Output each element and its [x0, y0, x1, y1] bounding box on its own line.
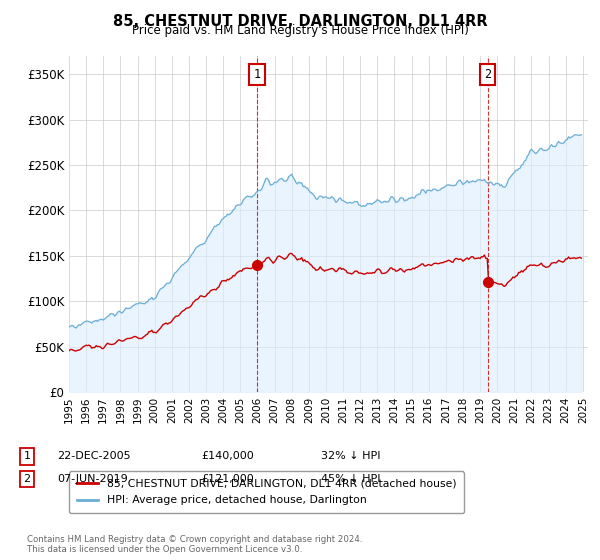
- Text: 32% ↓ HPI: 32% ↓ HPI: [321, 451, 380, 461]
- Text: 85, CHESTNUT DRIVE, DARLINGTON, DL1 4RR: 85, CHESTNUT DRIVE, DARLINGTON, DL1 4RR: [113, 14, 487, 29]
- Text: 22-DEC-2005: 22-DEC-2005: [57, 451, 131, 461]
- Text: 1: 1: [23, 451, 31, 461]
- Text: £140,000: £140,000: [201, 451, 254, 461]
- Text: 1: 1: [253, 68, 260, 81]
- Text: 07-JUN-2019: 07-JUN-2019: [57, 474, 128, 484]
- Legend: 85, CHESTNUT DRIVE, DARLINGTON, DL1 4RR (detached house), HPI: Average price, de: 85, CHESTNUT DRIVE, DARLINGTON, DL1 4RR …: [69, 472, 464, 513]
- Text: 2: 2: [23, 474, 31, 484]
- Text: £121,000: £121,000: [201, 474, 254, 484]
- Text: Contains HM Land Registry data © Crown copyright and database right 2024.
This d: Contains HM Land Registry data © Crown c…: [27, 535, 362, 554]
- Text: Price paid vs. HM Land Registry's House Price Index (HPI): Price paid vs. HM Land Registry's House …: [131, 24, 469, 37]
- Text: 2: 2: [484, 68, 491, 81]
- Text: 45% ↓ HPI: 45% ↓ HPI: [321, 474, 380, 484]
